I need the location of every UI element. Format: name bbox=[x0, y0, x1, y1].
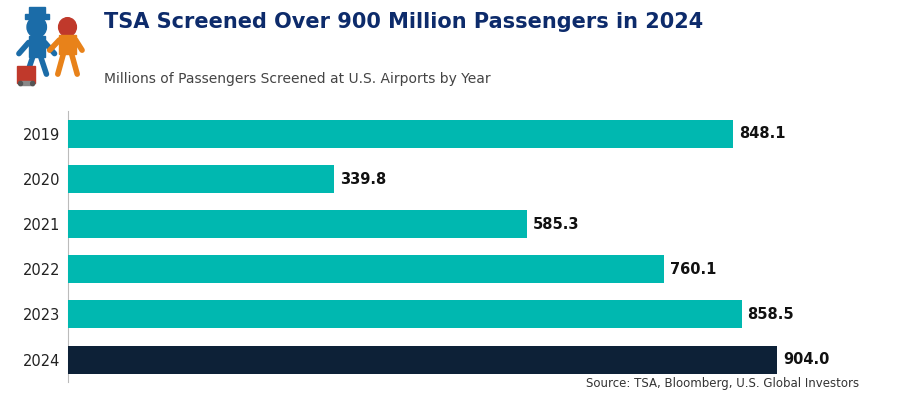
FancyBboxPatch shape bbox=[29, 37, 45, 57]
Text: 858.5: 858.5 bbox=[747, 307, 794, 322]
Bar bbox=[68, 345, 778, 373]
FancyBboxPatch shape bbox=[29, 6, 45, 14]
Text: Source: TSA, Bloomberg, U.S. Global Investors: Source: TSA, Bloomberg, U.S. Global Inve… bbox=[587, 377, 860, 390]
FancyBboxPatch shape bbox=[17, 66, 35, 83]
Circle shape bbox=[27, 17, 47, 37]
Text: 585.3: 585.3 bbox=[533, 217, 579, 232]
Circle shape bbox=[58, 18, 76, 37]
Circle shape bbox=[19, 82, 23, 86]
Bar bbox=[68, 210, 527, 238]
Text: 848.1: 848.1 bbox=[739, 127, 786, 142]
FancyBboxPatch shape bbox=[22, 81, 31, 85]
Text: 339.8: 339.8 bbox=[340, 172, 386, 187]
Bar bbox=[68, 120, 734, 148]
Text: TSA Screened Over 900 Million Passengers in 2024: TSA Screened Over 900 Million Passengers… bbox=[104, 12, 703, 32]
Bar bbox=[68, 165, 334, 193]
Text: 760.1: 760.1 bbox=[670, 262, 716, 277]
Text: Millions of Passengers Screened at U.S. Airports by Year: Millions of Passengers Screened at U.S. … bbox=[104, 72, 491, 86]
FancyBboxPatch shape bbox=[59, 35, 76, 54]
Bar bbox=[68, 256, 664, 283]
Bar bbox=[68, 300, 742, 328]
FancyBboxPatch shape bbox=[24, 14, 49, 19]
Circle shape bbox=[31, 82, 35, 86]
Text: 904.0: 904.0 bbox=[783, 352, 829, 367]
